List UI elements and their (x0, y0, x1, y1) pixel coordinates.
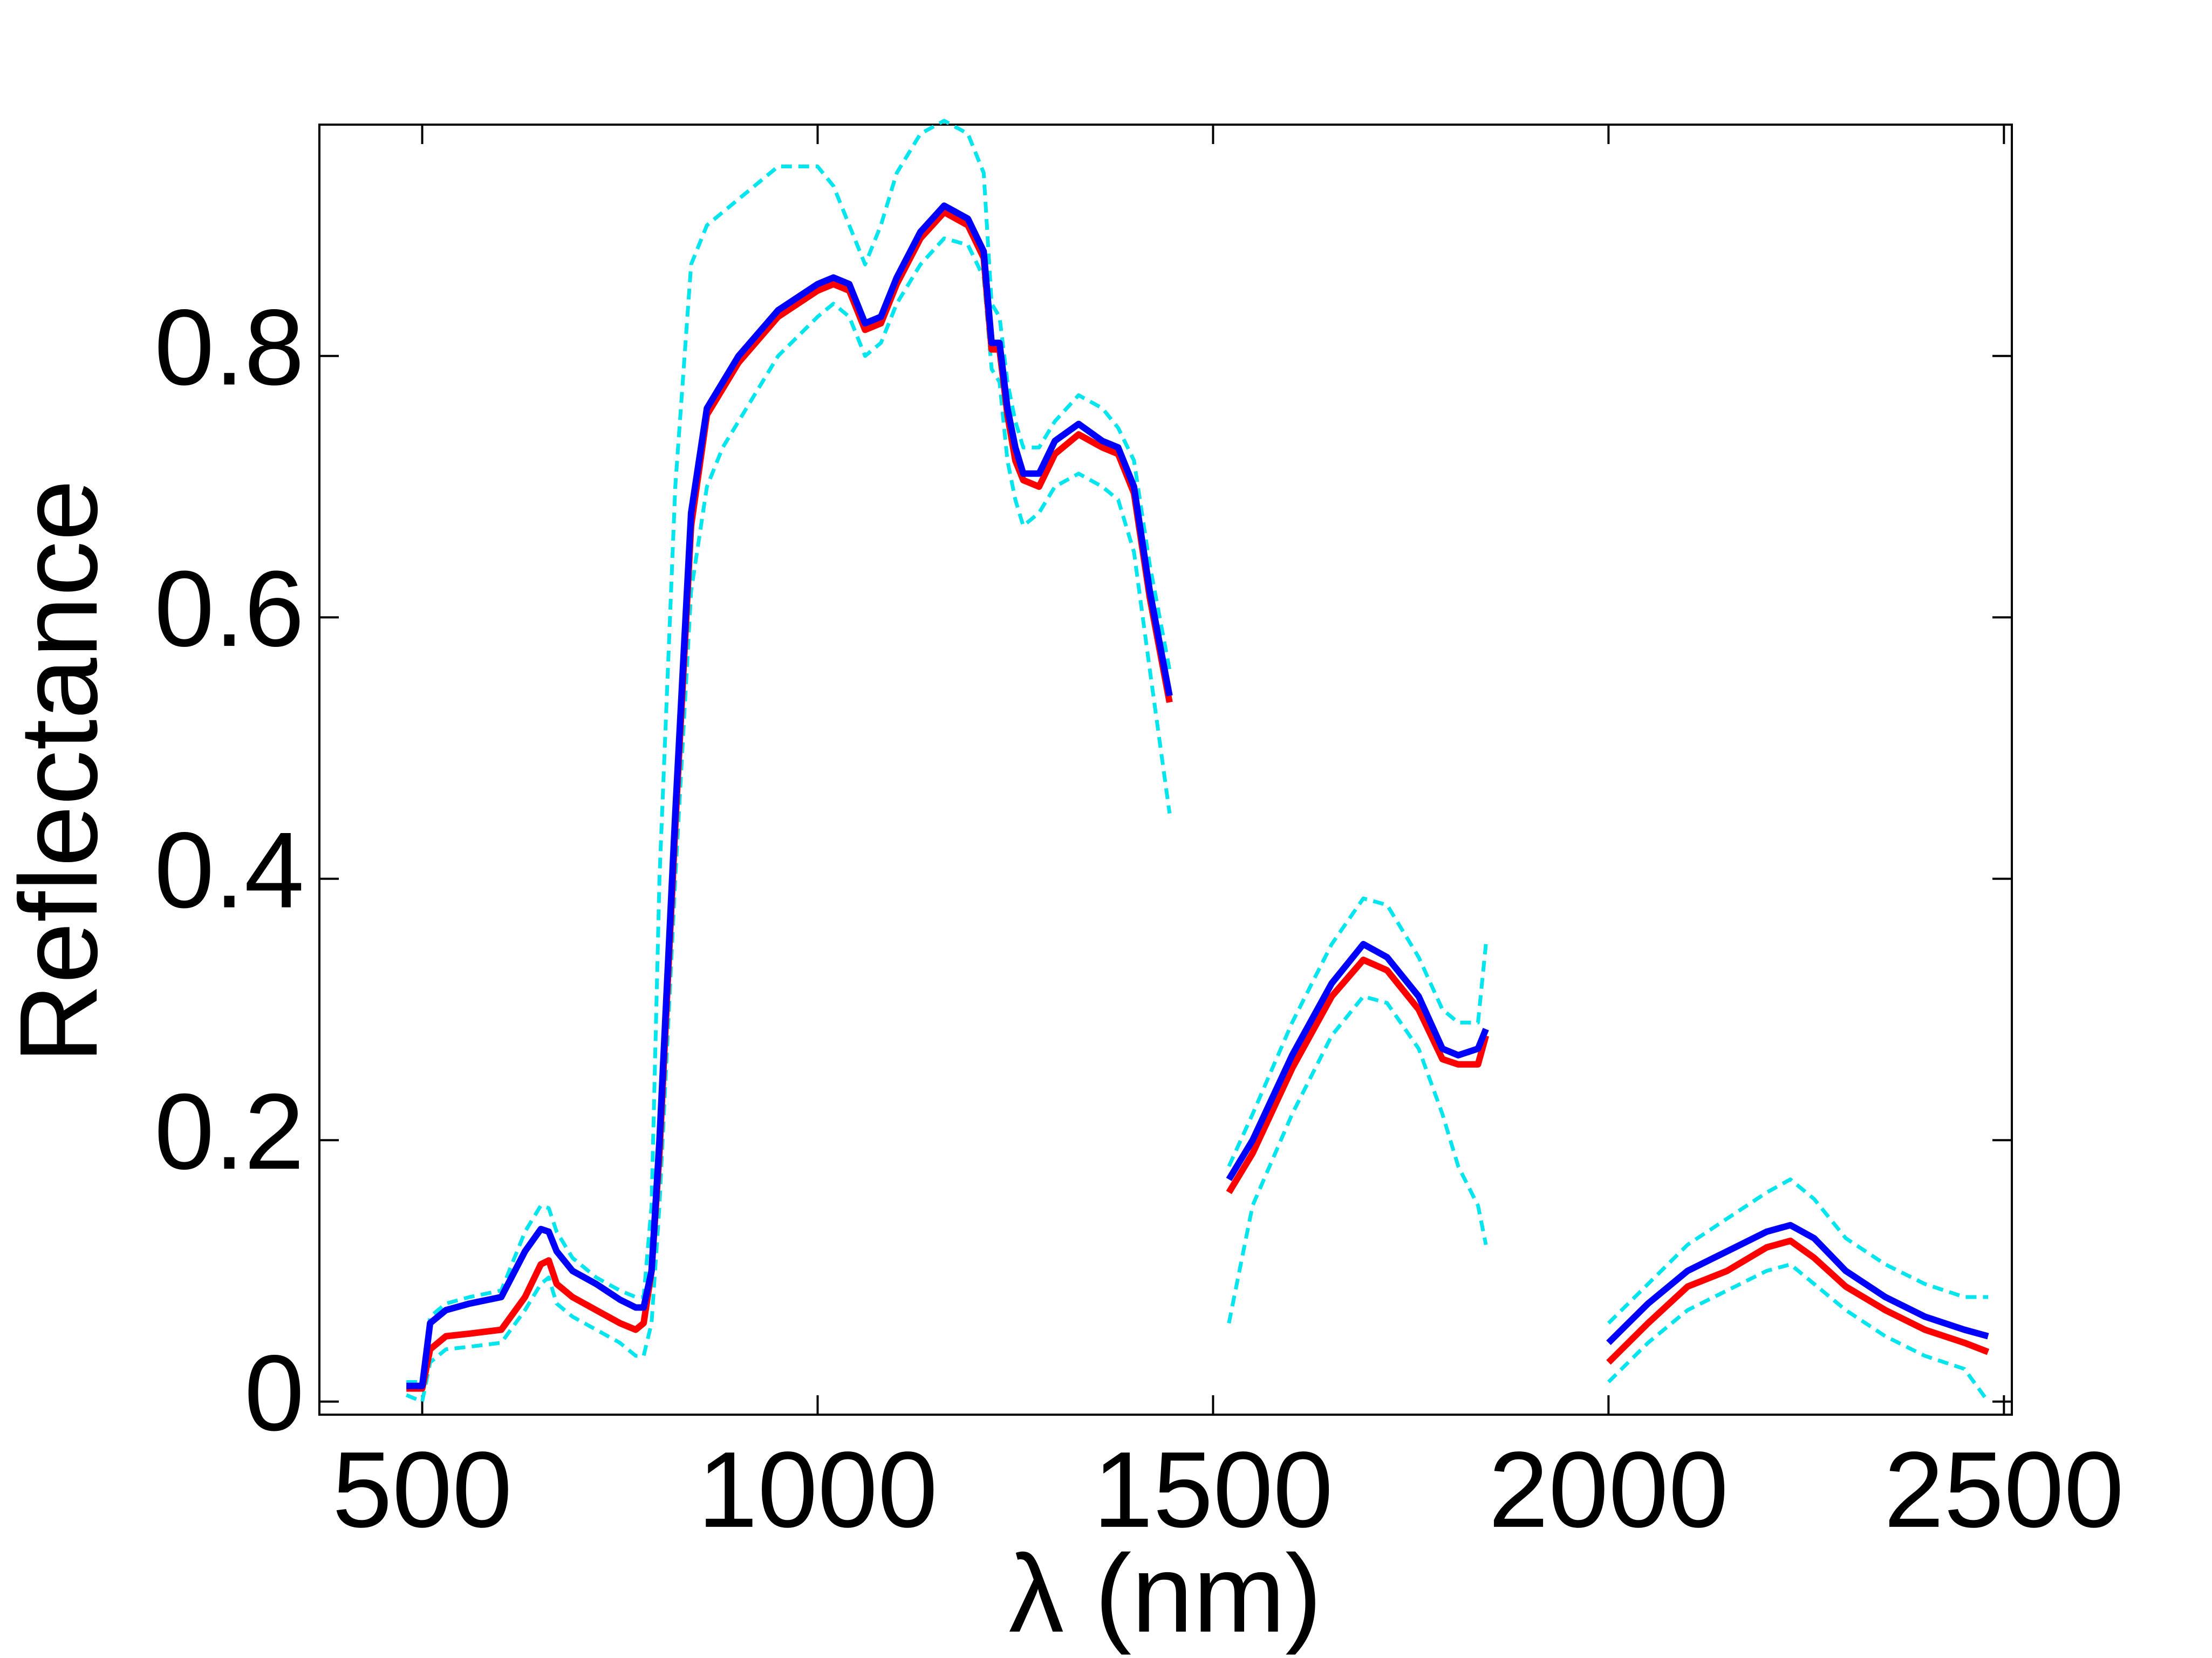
y-tick-label: 0.2 (154, 1072, 304, 1192)
x-tick-label: 2000 (1489, 1430, 1729, 1550)
y-tick-label: 0 (244, 1333, 304, 1454)
series-line (406, 202, 1989, 1389)
y-axis-label: Reflectance (0, 480, 120, 1064)
y-tick-label: 0.8 (154, 288, 304, 408)
x-tick-label: 2500 (1884, 1430, 2124, 1550)
x-tick-label: 1000 (698, 1430, 938, 1550)
series-line (406, 119, 1989, 1384)
series-line (405, 236, 1990, 1404)
x-tick-label: 1500 (1093, 1430, 1333, 1550)
series-line (406, 209, 1990, 1392)
x-axis-label: λ (nm) (1009, 1532, 1322, 1655)
y-tick-label: 0.4 (154, 810, 304, 931)
x-tick-label: 500 (332, 1430, 513, 1550)
y-tick-label: 0.6 (154, 549, 304, 669)
plot-frame (318, 124, 2013, 1416)
